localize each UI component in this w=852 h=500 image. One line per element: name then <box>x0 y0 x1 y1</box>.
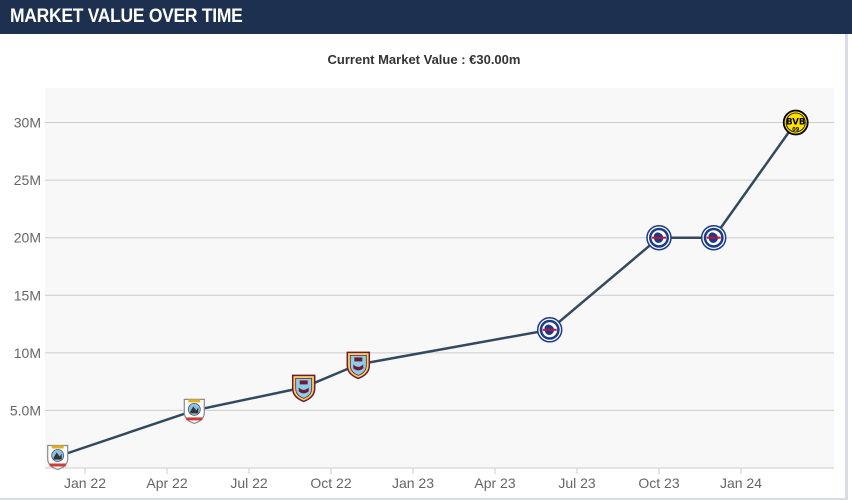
y-tick-label: 20M <box>14 230 41 246</box>
x-tick-label: Jan 23 <box>392 475 434 491</box>
chelsea-crest-icon <box>700 224 727 251</box>
burnley-crest-icon <box>291 374 316 403</box>
section-header: MARKET VALUE OVER TIME <box>0 0 852 34</box>
chelsea-crest-icon <box>536 317 563 343</box>
data-point[interactable] <box>700 224 727 251</box>
y-axis: 5.0M 10M 15M 20M 25M 30M <box>10 115 41 419</box>
data-point[interactable] <box>646 224 672 251</box>
data-point[interactable] <box>346 351 371 380</box>
y-tick-label: 30M <box>14 115 41 131</box>
section-title: MARKET VALUE OVER TIME <box>10 6 243 27</box>
x-tick-label: Oct 23 <box>638 475 679 491</box>
x-tick-label: Jan 22 <box>64 475 106 491</box>
coventry-city-crest-icon <box>183 398 205 425</box>
x-tick-label: Jul 23 <box>558 475 596 491</box>
data-point[interactable] <box>183 398 205 425</box>
data-point[interactable] <box>47 444 69 471</box>
y-tick-label: 15M <box>14 287 41 303</box>
burnley-crest-icon <box>346 351 371 380</box>
x-tick-label: Jan 24 <box>720 475 762 491</box>
y-tick-label: 10M <box>14 345 41 361</box>
x-tick-label: Apr 23 <box>474 475 515 491</box>
y-tick-label: 25M <box>14 172 41 188</box>
x-tick-label: Apr 22 <box>146 475 187 491</box>
y-tick-label: 5.0M <box>10 402 41 418</box>
bvb-crest-year: 09 <box>792 127 799 133</box>
coventry-city-crest-icon <box>47 444 69 471</box>
data-point[interactable] <box>291 374 316 403</box>
x-tick-label: Jul 22 <box>230 475 268 491</box>
chelsea-crest-icon <box>646 224 672 251</box>
x-tick-label: Oct 22 <box>310 475 351 491</box>
chart-title: Current Market Value : €30.00m <box>327 52 521 67</box>
plot-background <box>45 88 834 468</box>
chart-frame <box>0 34 848 500</box>
x-axis: Jan 22 Apr 22 Jul 22 Oct 22 Jan 23 Apr 23 Jul … <box>45 467 834 491</box>
grid-lines <box>45 122 834 411</box>
bvb-crest-label: BVB <box>786 118 805 128</box>
data-point[interactable] <box>536 317 563 343</box>
